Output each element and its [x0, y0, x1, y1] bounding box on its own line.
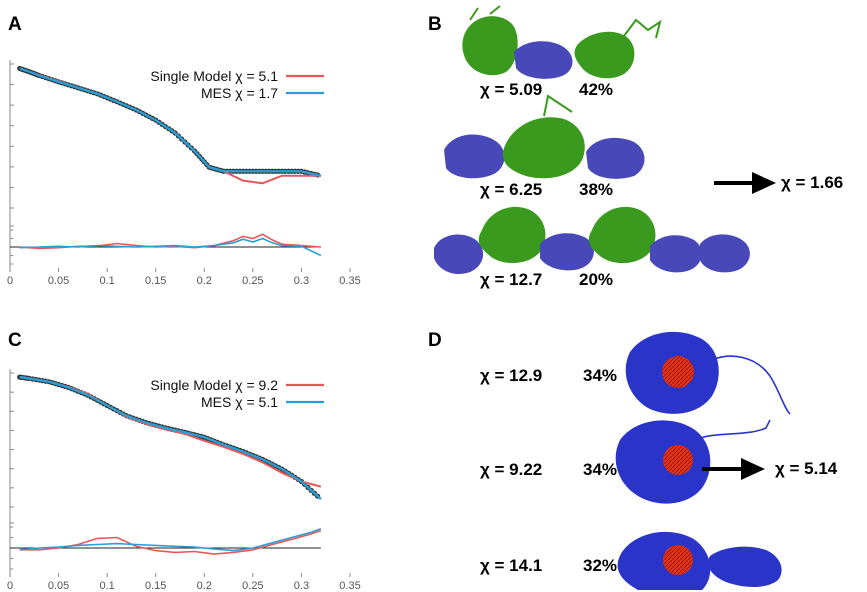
population-b2: 38%: [579, 180, 614, 199]
x-tick-label: 0: [7, 580, 13, 592]
x-tick-label: 0: [7, 275, 13, 287]
x-tick-label: 0.1: [99, 275, 114, 287]
population-d1: 34%: [583, 366, 618, 385]
x-tick-label: 0.35: [339, 580, 360, 592]
chi-value-d3: χ = 14.1: [480, 556, 543, 575]
ensemble-model-b1: [462, 5, 662, 79]
legend-mes: MES χ = 5.1: [201, 394, 278, 410]
x-tick-label: 0.3: [294, 580, 309, 592]
x-tick-label: 0.2: [197, 580, 212, 592]
mes-fit-line: [19, 375, 322, 500]
x-tick-label: 0.05: [48, 580, 69, 592]
x-tick-label: 0.35: [339, 275, 360, 287]
saxs-fit-chart-a: 0 0.05 0.1 0.15 0.2 0.25 0.3 0.35 Single Model χ…: [7, 60, 361, 287]
mes-fit-line: [19, 67, 322, 177]
chi-value-d1: χ = 12.9: [480, 366, 543, 385]
ensemble-chi-result-b: χ = 1.66: [781, 173, 844, 192]
mes-residual-line: [19, 528, 322, 552]
population-b3: 20%: [579, 270, 614, 289]
legend-single-model: Single Model χ = 5.1: [150, 68, 278, 84]
population-b1: 42%: [579, 80, 614, 99]
x-tick-label: 0.25: [242, 275, 263, 287]
ensemble-model-d3: [617, 531, 782, 590]
mes-residual-line: [19, 237, 322, 257]
chi-value-b2: χ = 6.25: [480, 180, 543, 199]
x-tick-label: 0.2: [197, 275, 212, 287]
legend-single-model: Single Model χ = 9.2: [150, 377, 278, 393]
arrow-icon: [714, 172, 776, 194]
x-tick-label: 0.1: [99, 580, 114, 592]
legend-mes: MES χ = 1.7: [201, 85, 278, 101]
panel-label-b: B: [428, 14, 442, 35]
saxs-fit-chart-c: 0 0.05 0.1 0.15 0.2 0.25 0.3 0.35 Single Model χ…: [7, 369, 361, 592]
ensemble-model-b2: [444, 94, 645, 179]
x-tick-label: 0.3: [294, 275, 309, 287]
x-tick-label: 0.15: [145, 580, 166, 592]
x-tick-label: 0.15: [145, 275, 166, 287]
population-d3: 32%: [583, 556, 618, 575]
ensemble-model-d1: [625, 331, 791, 415]
x-tick-label: 0.05: [48, 275, 69, 287]
arrow-icon: [702, 458, 765, 480]
chi-value-b1: χ = 5.09: [480, 80, 543, 99]
population-d2: 34%: [583, 460, 618, 479]
ensemble-model-d2: [615, 419, 771, 504]
panel-label-c: C: [8, 330, 22, 351]
ensemble-chi-result-d: χ = 5.14: [775, 459, 838, 478]
x-tick-label: 0.25: [242, 580, 263, 592]
panel-label-a: A: [8, 14, 22, 35]
panel-label-d: D: [428, 330, 442, 351]
chi-value-d2: χ = 9.22: [480, 460, 543, 479]
chi-value-b3: χ = 12.7: [480, 270, 543, 289]
ensemble-model-b3: [434, 206, 750, 275]
